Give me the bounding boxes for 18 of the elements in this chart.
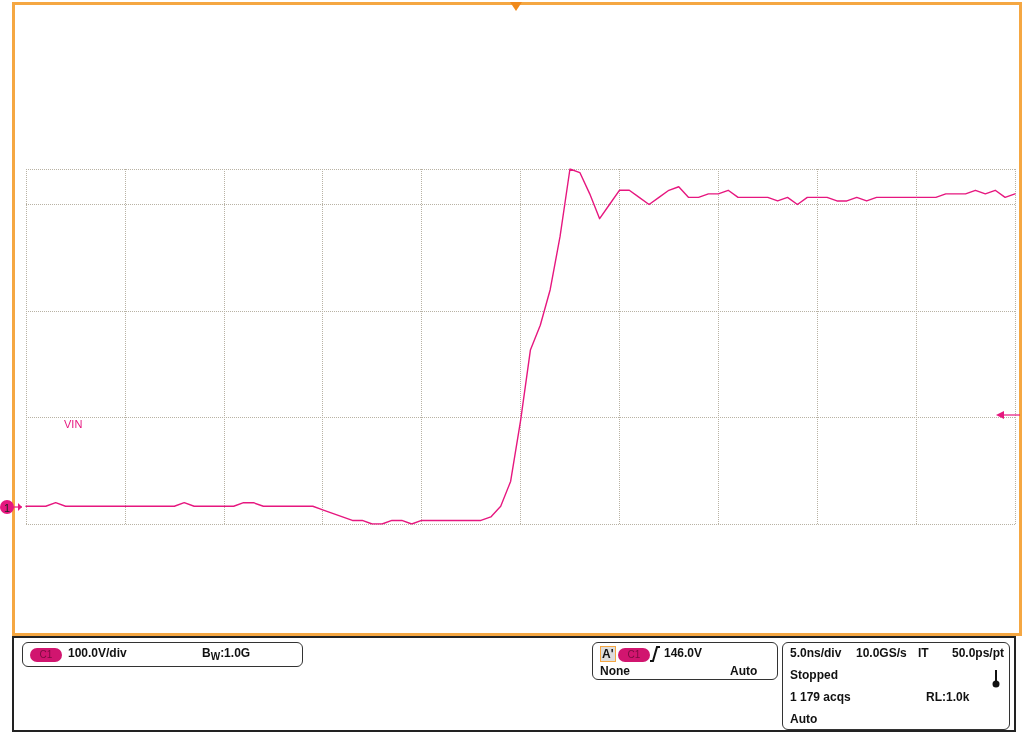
text: Auto [730, 664, 758, 678]
text: A' [600, 646, 616, 662]
text: Stopped [790, 668, 838, 682]
text: None [600, 664, 630, 678]
text: Auto [790, 712, 818, 726]
text: C1 [618, 648, 650, 662]
text: IT [918, 646, 929, 660]
text: C1 [30, 648, 62, 662]
text: 5.0ns/div [790, 646, 842, 660]
text: 146.0V [664, 646, 703, 660]
text: 10.0GS/s [856, 646, 907, 660]
text: 1 179 acqs [790, 690, 851, 704]
text: VIN [64, 417, 83, 430]
text: 100.0V/div [68, 646, 127, 660]
text: RL:1.0k [926, 690, 970, 704]
text: 50.0ps/pt [952, 646, 1005, 660]
text: 1 [0, 500, 14, 514]
text: B$_{W}$:1.0G [202, 646, 251, 663]
